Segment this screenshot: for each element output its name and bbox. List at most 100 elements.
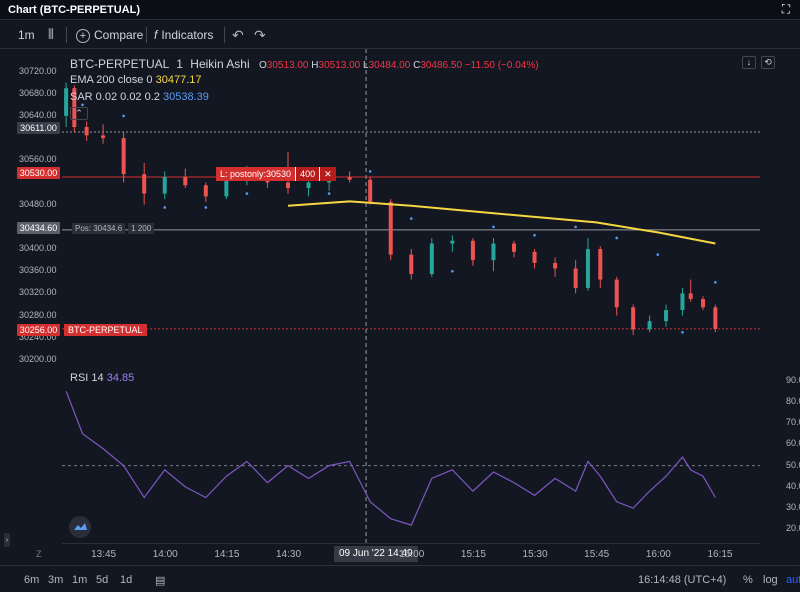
order-cancel-icon[interactable]: ✕ <box>319 167 336 181</box>
ema-label: EMA 200 close 0 <box>70 74 153 86</box>
position-text: Pos: 30434.6 <box>72 223 126 234</box>
range-button-6m[interactable]: 6m <box>24 574 40 586</box>
time-tick-label: 14:00 <box>152 549 178 560</box>
collapse-legend-icon[interactable]: ⌃ <box>70 107 88 120</box>
legend-close-value: 30486.50 <box>420 60 463 71</box>
clock-readout[interactable]: 16:14:48 (UTC+4) <box>638 574 727 586</box>
fullscreen-icon[interactable]: ⛶ <box>781 2 791 16</box>
limit-order-tag[interactable]: L: postonly:30530 400 ✕ <box>216 167 336 181</box>
candle-body <box>713 307 718 329</box>
candle-body <box>680 293 685 311</box>
undo-icon[interactable]: ↶ <box>232 27 244 43</box>
candle-body <box>64 88 69 116</box>
toolbar-divider <box>66 27 67 43</box>
legend-high-value: 30513.00 <box>318 60 361 71</box>
range-button-1d[interactable]: 1d <box>120 574 133 586</box>
fx-icon: f <box>154 28 158 42</box>
price-label-30434: 30434.60 <box>17 222 60 234</box>
time-tick-label: 14:15 <box>214 549 240 560</box>
price-tick-label: 30200.00 <box>19 354 57 364</box>
calendar-icon[interactable]: ▤ <box>155 575 166 587</box>
time-tick-label: 15:30 <box>522 549 548 560</box>
candle-body <box>631 307 636 330</box>
indicators-button[interactable]: f Indicators <box>154 28 213 42</box>
chart-toolbar: 1m ⫴ + Compare f Indicators ↶ ↷ <box>0 21 800 49</box>
order-qty: 400 <box>295 167 320 181</box>
candle-body <box>183 176 188 186</box>
sar-label: SAR 0.02 0.02 0.2 <box>70 91 160 103</box>
sar-dot <box>615 236 619 240</box>
zoom-reset-icon[interactable]: Z <box>36 549 42 559</box>
sar-dot <box>533 233 536 237</box>
last-price-symbol-tag: BTC-PERPETUAL <box>64 324 147 336</box>
rsi-line <box>65 391 716 526</box>
price-tick-label: 30480.00 <box>19 198 57 209</box>
candle-body <box>347 176 352 180</box>
time-tick-label: 15:15 <box>460 549 486 560</box>
window-titlebar: Chart (BTC-PERPETUAL) ⛶ <box>0 0 800 20</box>
candle-body <box>532 251 537 263</box>
candle-body <box>573 268 578 288</box>
auto-toggle[interactable]: auto <box>786 574 800 586</box>
time-tick-label: 14:30 <box>276 549 302 560</box>
range-button-5d[interactable]: 5d <box>96 574 109 586</box>
price-chart[interactable] <box>0 49 760 543</box>
sar-dot <box>714 281 717 284</box>
sar-dot <box>368 170 372 173</box>
candle-body <box>203 185 208 197</box>
time-axis[interactable]: 09 Jun '22 14:49 13:45 14:00 14:15 14:30 15:… <box>62 543 760 563</box>
crosshair-time-label: 09 Jun '22 14:49 <box>334 546 418 562</box>
tradingview-logo-icon[interactable] <box>69 516 91 538</box>
log-toggle[interactable]: log <box>763 574 778 586</box>
order-text: L: postonly:30530 <box>216 167 296 181</box>
ema-legend[interactable]: EMA 200 close 0 30477.17 <box>70 74 202 86</box>
sync-icon[interactable]: ⟲ <box>761 56 775 69</box>
candle-body <box>224 179 229 197</box>
price-tick-label: 30680.00 <box>19 87 57 98</box>
price-tick-label: 30560.00 <box>19 154 57 165</box>
candle-body <box>388 201 393 255</box>
legend-chart-style: Heikin Ashi <box>190 57 250 71</box>
candle-body <box>306 182 311 189</box>
sar-dot <box>204 206 208 209</box>
sar-dot <box>409 217 413 220</box>
position-tag[interactable]: Pos: 30434.6 1 200 <box>72 223 155 234</box>
sar-value: 30538.39 <box>162 91 209 103</box>
time-tick-label: 16:15 <box>707 549 733 560</box>
rsi-tick-label: 30.0 <box>786 502 800 513</box>
redo-icon[interactable]: ↷ <box>254 27 266 43</box>
range-button-3m[interactable]: 3m <box>48 574 64 586</box>
ema-200-line <box>287 200 716 245</box>
candle-body <box>84 127 89 136</box>
sar-dot <box>327 192 331 195</box>
time-tick-label: 15:00 <box>399 549 425 560</box>
sar-dot <box>492 225 495 229</box>
percent-toggle[interactable]: % <box>743 574 753 586</box>
rsi-legend[interactable]: RSI 14 34.85 <box>70 372 134 384</box>
compare-button[interactable]: + Compare <box>76 28 143 43</box>
compare-label: Compare <box>94 28 144 42</box>
interval-selector[interactable]: 1m <box>18 28 35 42</box>
price-tick-label: 30320.00 <box>19 287 57 298</box>
candle-body <box>470 240 475 261</box>
arrow-down-icon[interactable]: ↓ <box>742 56 756 69</box>
rsi-tick-label: 70.0 <box>786 417 800 428</box>
window-title: Chart (BTC-PERPETUAL) <box>8 4 140 16</box>
collapse-panel-icon[interactable]: › <box>4 533 10 547</box>
sar-dot <box>81 103 84 107</box>
legend-high-label: H <box>311 60 319 71</box>
sar-legend[interactable]: SAR 0.02 0.02 0.2 30538.39 <box>70 91 209 103</box>
legend-open-label: O <box>259 60 267 71</box>
legend-change-value: −11.50 (−0.04%) <box>464 60 539 71</box>
range-button-1m[interactable]: 1m <box>72 574 88 586</box>
candle-body <box>553 262 558 269</box>
candle-style-icon[interactable]: ⫴ <box>48 26 54 42</box>
legend-symbol[interactable]: BTC-PERPETUAL <box>70 57 169 71</box>
rsi-tick-label: 40.0 <box>786 480 800 491</box>
candle-body <box>598 249 603 280</box>
candle-body <box>121 138 126 175</box>
sar-dot <box>574 225 577 229</box>
toolbar-divider <box>224 27 225 43</box>
sar-dot <box>681 330 684 334</box>
rsi-tick-label: 80.0 <box>786 395 800 406</box>
